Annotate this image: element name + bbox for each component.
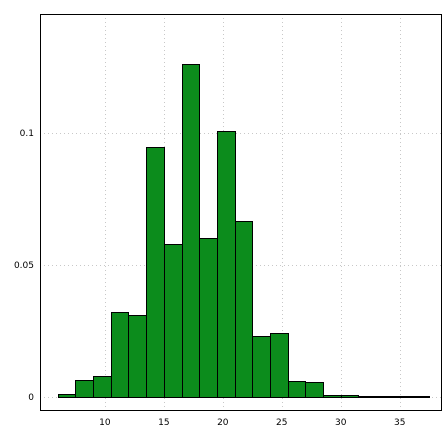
histogram-bar-17 [358, 396, 377, 398]
histogram-bar-2 [93, 376, 112, 398]
histogram-bar-5 [146, 147, 165, 398]
histogram-bar-16 [341, 395, 359, 398]
histogram-bar-13 [288, 381, 306, 398]
histogram-bar-12 [270, 333, 289, 398]
histogram-bar-10 [235, 221, 253, 398]
histogram-bars [58, 64, 430, 398]
histogram-bar-4 [128, 315, 147, 398]
histogram-bar-14 [305, 382, 324, 398]
x-tick-label: 35 [394, 418, 405, 428]
histogram-bar-3 [111, 312, 129, 398]
x-tick-label: 20 [217, 418, 229, 428]
histogram-bar-9 [217, 131, 236, 398]
histogram-bar-0 [58, 394, 76, 398]
histogram-bar-11 [252, 336, 271, 398]
x-tick-label: 10 [99, 418, 111, 428]
x-tick-label: 15 [158, 418, 169, 428]
y-tick-label: 0 [28, 393, 34, 403]
histogram-bar-20 [412, 396, 430, 398]
histogram-bar-6 [164, 244, 183, 398]
y-axis-tick-labels: 0 0.05 0.1 [14, 129, 34, 403]
histogram-bar-1 [75, 380, 94, 398]
histogram-bar-15 [323, 395, 342, 398]
x-tick-label: 25 [276, 418, 287, 428]
x-axis-tick-labels: 10 15 20 25 30 35 [99, 418, 405, 428]
y-tick-label: 0.05 [14, 261, 34, 271]
histogram-bar-7 [182, 64, 200, 398]
histogram-bar-8 [199, 238, 218, 398]
histogram-bar-18 [376, 396, 395, 398]
x-tick-label: 30 [335, 418, 347, 428]
histogram-bar-19 [394, 396, 413, 398]
plot-frame [40, 14, 442, 411]
y-tick-label: 0.1 [20, 129, 34, 139]
